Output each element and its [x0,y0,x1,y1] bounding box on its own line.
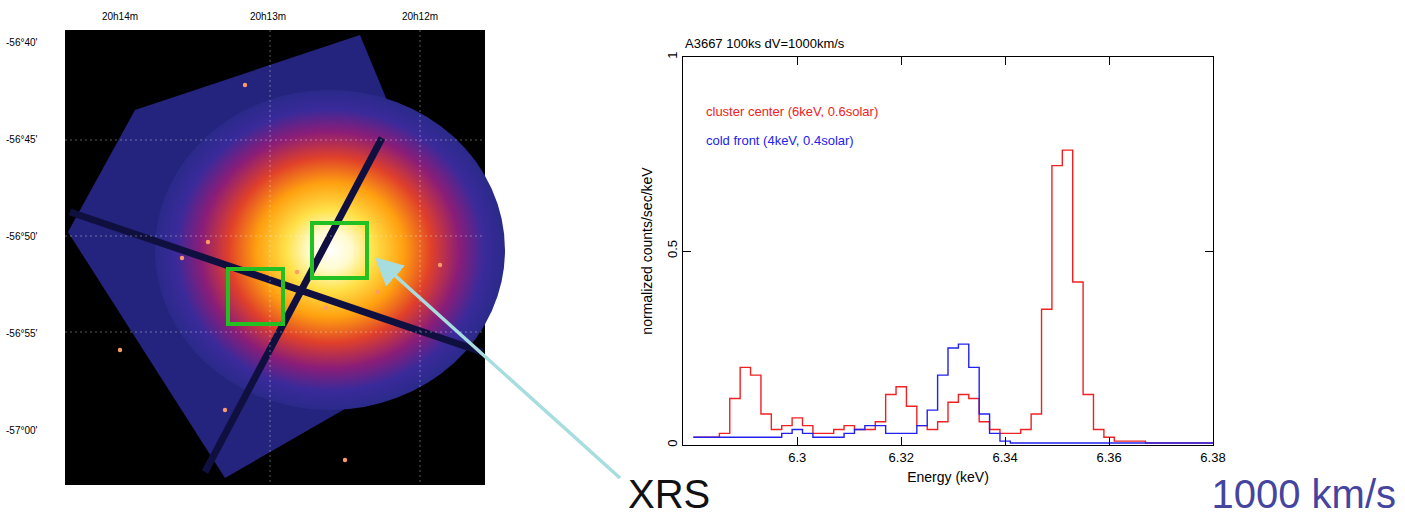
svg-text:-56°50': -56°50' [6,231,38,242]
svg-text:cold front (4keV, 0.4solar): cold front (4keV, 0.4solar) [706,133,854,148]
svg-text:0: 0 [665,439,680,446]
svg-text:-56°45': -56°45' [6,134,38,145]
svg-text:-57°00': -57°00' [6,425,38,436]
svg-text:normalized counts/sec/keV: normalized counts/sec/keV [639,167,655,335]
svg-text:-56°40': -56°40' [6,37,38,48]
svg-text:0.5: 0.5 [665,240,680,258]
svg-text:A3667 100ks dV=1000km/s: A3667 100ks dV=1000km/s [685,36,845,51]
svg-text:1: 1 [665,51,680,58]
svg-text:cluster center (6keV, 0.6solar: cluster center (6keV, 0.6solar) [706,104,878,119]
svg-text:6.36: 6.36 [1096,450,1121,465]
svg-text:-56°55': -56°55' [6,328,38,339]
svg-text:1000 km/s: 1000 km/s [1211,472,1396,516]
svg-text:Energy (keV): Energy (keV) [907,469,989,485]
svg-text:20h12m: 20h12m [402,11,438,22]
svg-text:6.3: 6.3 [788,450,806,465]
svg-text:6.32: 6.32 [889,450,914,465]
svg-text:20h14m: 20h14m [102,11,138,22]
svg-text:20h13m: 20h13m [250,11,286,22]
svg-text:6.38: 6.38 [1200,450,1225,465]
svg-text:6.34: 6.34 [993,450,1018,465]
svg-text:XRS: XRS [628,472,710,516]
